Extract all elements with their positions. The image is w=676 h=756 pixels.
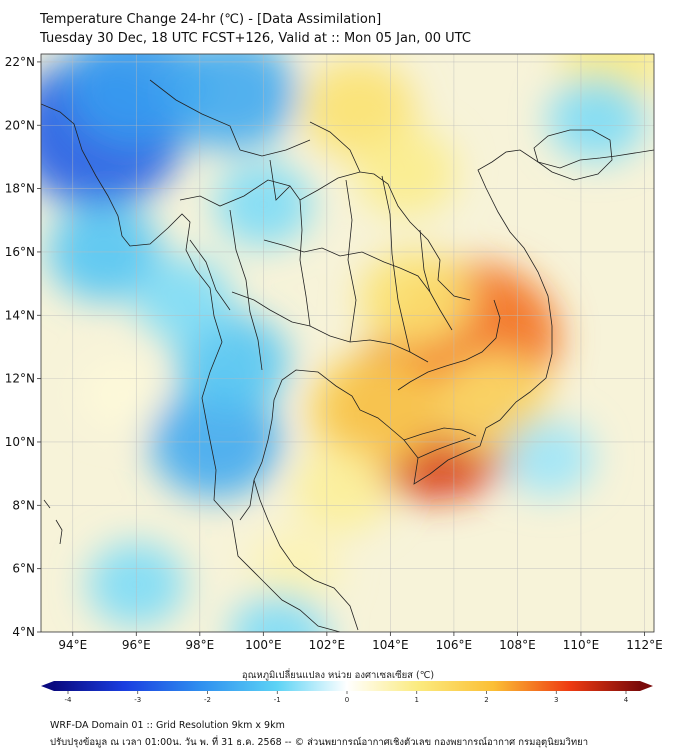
- anomaly-blob: [548, 76, 646, 162]
- colorbar-tick-label: -1: [274, 696, 281, 704]
- lon-label: 112°E: [626, 638, 663, 652]
- colorbar-tick-label: 3: [554, 696, 558, 704]
- colorbar-tick-label: 4: [624, 696, 629, 704]
- lat-label: 12°N: [5, 372, 35, 386]
- colorbar-tick-label: -2: [204, 696, 211, 704]
- lat-label: 4°N: [12, 625, 35, 639]
- lat-lon-gridlines: [41, 54, 654, 632]
- colorbar-min-arrow: [41, 681, 54, 691]
- colorbar-label: อุณหภูมิเปลี่ยนแปลง หน่วย องศาเซลเซียส (…: [241, 670, 435, 681]
- anomaly-blob: [358, 249, 473, 350]
- longitude-labels: 94°E 96°E 98°E 100°E 102°E 104°E 106°E 108°E 110…: [58, 632, 663, 652]
- lon-label: 106°E: [436, 638, 473, 652]
- map-subtitle: Tuesday 30 Dec, 18 UTC FCST+126, Valid a…: [40, 31, 471, 46]
- latitude-labels: 22°N 20°N 18°N 16°N 14°N 12°N 10°N 8°N 6°N 4°N: [5, 55, 41, 639]
- anomaly-blob: [135, 257, 233, 342]
- anomaly-blob: [166, 54, 297, 151]
- colorbar: -4 -3 -2 -1 0 1 2 3 4: [41, 681, 653, 704]
- footer-domain-info: WRF-DA Domain 01 :: Grid Resolution 9km …: [50, 720, 285, 731]
- anomaly-blob: [230, 592, 328, 632]
- lon-label: 98°E: [185, 638, 214, 652]
- colorbar-ticks: -4 -3 -2 -1 0 1 2 3 4: [65, 691, 629, 704]
- colorbar-tick-label: -4: [65, 696, 73, 704]
- colorbar-tick-label: -3: [134, 696, 141, 704]
- lat-label: 18°N: [5, 182, 35, 196]
- colorbar-tick-label: 2: [484, 696, 488, 704]
- lat-label: 22°N: [5, 55, 35, 69]
- map-title: Temperature Change 24-hr (℃) - [Data Ass…: [40, 12, 382, 27]
- map-frame: [40, 53, 655, 633]
- lon-label: 108°E: [499, 638, 536, 652]
- lat-label: 6°N: [12, 562, 35, 576]
- lat-label: 8°N: [12, 498, 35, 512]
- lat-label: 20°N: [5, 118, 35, 132]
- colorbar-tick-label: 0: [345, 696, 349, 704]
- lon-label: 110°E: [563, 638, 600, 652]
- lon-label: 96°E: [122, 638, 151, 652]
- lon-label: 100°E: [245, 638, 282, 652]
- colorbar-max-arrow: [640, 681, 653, 691]
- anomaly-blob: [81, 361, 159, 428]
- lon-label: 102°E: [309, 638, 346, 652]
- lon-label: 94°E: [58, 638, 87, 652]
- anomaly-blob: [293, 447, 392, 532]
- colorbar-tick-label: 1: [415, 696, 419, 704]
- colorbar-gradient: [54, 681, 640, 691]
- anomaly-blob: [504, 419, 594, 497]
- lat-label: 14°N: [5, 308, 35, 322]
- lat-label: 16°N: [5, 245, 35, 259]
- lat-label: 10°N: [5, 435, 35, 449]
- anomaly-blob: [355, 128, 458, 217]
- lon-label: 104°E: [372, 638, 409, 652]
- footer-credit: ปรับปรุงข้อมูล ณ เวลา 01:00น. วัน พ. ที่…: [50, 737, 589, 748]
- coastlines-and-borders: [41, 79, 654, 632]
